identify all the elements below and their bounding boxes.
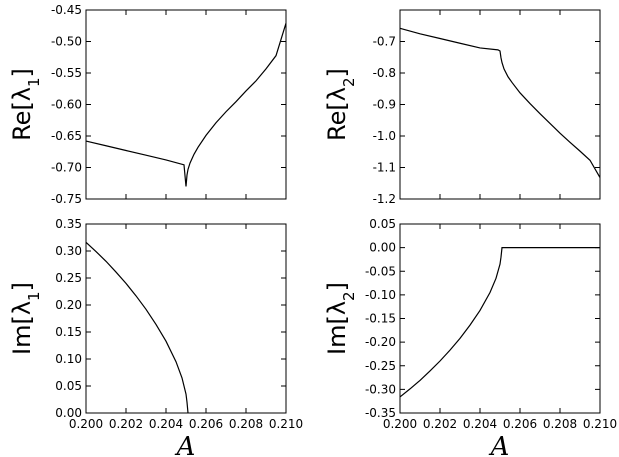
y-axis-label-subscript: 1 — [25, 77, 43, 87]
x-tick-label: 0.200 — [383, 417, 417, 431]
y-axis-label-main: Im[λ — [8, 301, 36, 355]
y-tick-label: -0.55 — [51, 66, 82, 80]
y-axis-label: Re[λ2] — [323, 68, 358, 141]
x-tick-label: 0.202 — [109, 417, 143, 431]
y-tick-label: -0.15 — [365, 312, 396, 326]
x-tick-label: 0.200 — [69, 417, 103, 431]
y-tick-label: 0.00 — [55, 406, 82, 420]
plot-frame — [399, 223, 601, 414]
y-tick-label: -0.35 — [365, 406, 396, 420]
series-line — [85, 23, 287, 187]
y-axis-label-subscript: 2 — [340, 77, 358, 87]
y-tick-label: -0.10 — [365, 288, 396, 302]
y-tick-label: -0.60 — [51, 98, 82, 112]
x-axis-label: A — [489, 432, 510, 457]
y-tick-label: 0.05 — [55, 379, 82, 393]
x-tick-label: 0.202 — [423, 417, 457, 431]
y-axis-label-tail: ] — [323, 282, 351, 291]
y-tick-label: -1.1 — [373, 161, 396, 175]
y-axis-label-tail: ] — [8, 282, 36, 291]
y-tick-label: -1.2 — [373, 192, 396, 206]
plot-frame — [85, 9, 287, 200]
y-tick-label: 0.30 — [55, 244, 82, 258]
y-tick-label: -0.7 — [373, 35, 396, 49]
x-axis-label: A — [175, 432, 196, 457]
x-tick-label: 0.208 — [229, 417, 263, 431]
x-tick-label: 0.210 — [269, 417, 303, 431]
y-axis-label: Im[λ1] — [8, 282, 43, 355]
series-line — [85, 241, 189, 414]
panel-im-lambda2: 0.05 0.00 -0.05 -0.10 -0.15 -0.20 -0.25 -0.30 -0… — [323, 217, 617, 457]
y-tick-label: -0.30 — [365, 382, 396, 396]
y-tick-label: -0.8 — [373, 66, 396, 80]
panel-re-lambda1: -0.45 -0.50 -0.55 -0.60 -0.65 -0.70 -0.75 Re[λ1… — [8, 3, 287, 206]
y-axis-label-tail: ] — [323, 68, 351, 77]
y-axis-label: Re[λ1] — [8, 68, 43, 141]
y-tick-label: 0.00 — [369, 241, 396, 255]
panel-im-lambda1: 0.35 0.30 0.25 0.20 0.15 0.10 0.05 0.000.200 0.2… — [8, 217, 303, 457]
y-tick-label: -0.65 — [51, 129, 82, 143]
series-line — [399, 247, 600, 398]
plot-frame — [85, 223, 287, 414]
series-line — [399, 27, 601, 178]
y-tick-label: 0.20 — [55, 298, 82, 312]
plot-frame — [399, 9, 601, 200]
y-tick-label: -0.45 — [51, 3, 82, 17]
y-axis-label-main: Re[λ — [8, 87, 36, 141]
y-tick-label: 0.35 — [55, 217, 82, 231]
x-tick-label: 0.206 — [189, 417, 223, 431]
panel-re-lambda2: -0.7 -0.8 -0.9 -1.0 -1.1 -1.2 Re[λ2] — [323, 9, 601, 206]
x-tick-label: 0.208 — [543, 417, 577, 431]
y-tick-label: -0.25 — [365, 359, 396, 373]
y-tick-label: 0.10 — [55, 352, 82, 366]
x-tick-label: 0.204 — [149, 417, 183, 431]
y-tick-label: -0.50 — [51, 35, 82, 49]
y-tick-label: -0.20 — [365, 335, 396, 349]
y-axis-label: Im[λ2] — [323, 282, 358, 355]
x-tick-label: 0.204 — [463, 417, 497, 431]
y-tick-label: -1.0 — [373, 129, 396, 143]
y-tick-label: -0.75 — [51, 192, 82, 206]
y-axis-label-subscript: 2 — [340, 291, 358, 301]
x-tick-label: 0.206 — [503, 417, 537, 431]
y-tick-label: 0.25 — [55, 271, 82, 285]
y-tick-label: -0.05 — [365, 264, 396, 278]
y-axis-label-main: Im[λ — [323, 301, 351, 355]
x-tick-label: 0.210 — [583, 417, 617, 431]
y-tick-label: -0.9 — [373, 98, 396, 112]
y-tick-label: 0.15 — [55, 325, 82, 339]
y-axis-label-main: Re[λ — [323, 87, 351, 141]
y-axis-label-tail: ] — [8, 68, 36, 77]
y-axis-label-subscript: 1 — [25, 291, 43, 301]
y-tick-label: 0.05 — [369, 217, 396, 231]
y-tick-label: -0.70 — [51, 161, 82, 175]
